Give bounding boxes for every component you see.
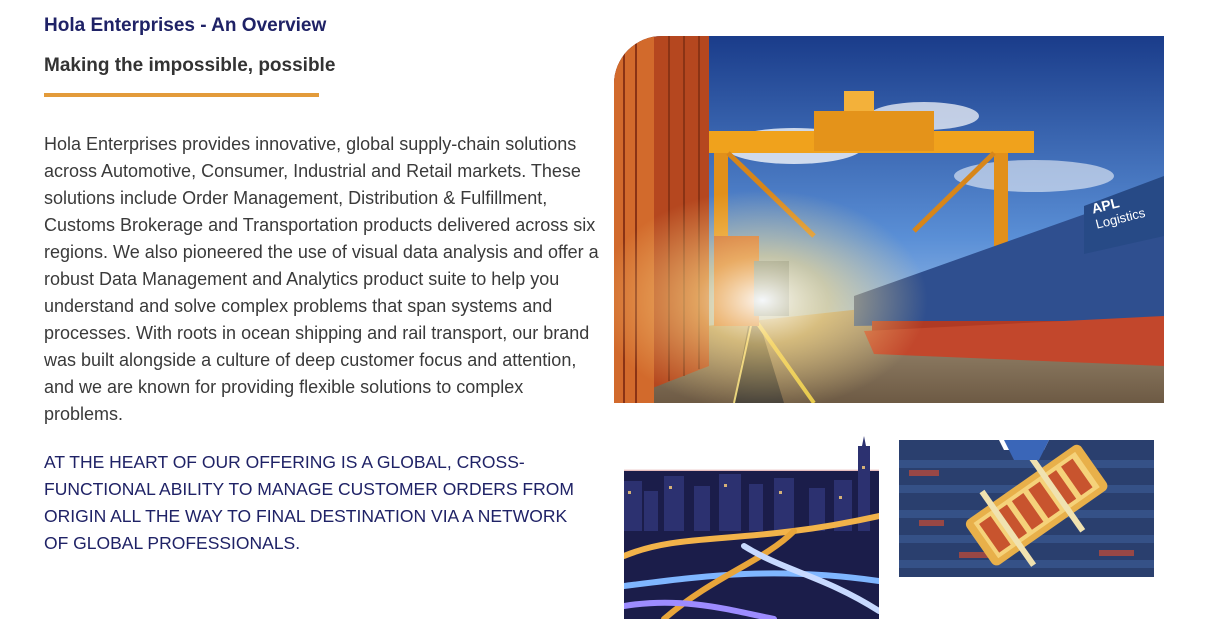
- accent-divider: [44, 93, 319, 97]
- rail-yard-image: APL Logistics: [614, 36, 1164, 403]
- container-port-image: [899, 440, 1154, 577]
- train-sign-apl: APL: [1090, 194, 1121, 216]
- overview-paragraph: Hola Enterprises provides innovative, gl…: [44, 134, 599, 424]
- page-title: Hola Enterprises - An Overview: [44, 15, 327, 36]
- offering-tagline: AT THE HEART OF OUR OFFERING IS A GLOBAL…: [44, 452, 574, 553]
- overview-section: Hola Enterprises - An Overview Making th…: [44, 14, 604, 557]
- city-highway-image: [624, 436, 879, 619]
- page-subtitle: Making the impossible, possible: [44, 55, 336, 76]
